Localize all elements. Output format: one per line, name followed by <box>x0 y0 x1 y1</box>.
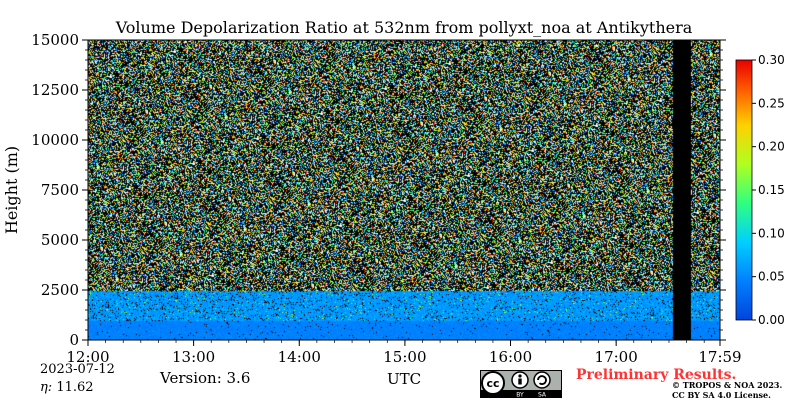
y-axis-label: Height (m) <box>2 146 21 234</box>
cc-sa-text: SA <box>538 391 547 398</box>
cc-by-text: BY <box>516 391 524 398</box>
colorbar-tick-label: 0.10 <box>758 226 785 240</box>
plot-area <box>87 39 721 341</box>
svg-text:cc: cc <box>486 377 499 390</box>
x-tick-label: 13:00 <box>172 348 215 366</box>
colorbar-gradient <box>735 59 753 321</box>
eta-value: 11.62 <box>56 380 94 395</box>
y-axis: 0 2500 5000 7500 10000 12500 15000 <box>31 31 726 349</box>
x-tick-label: 16:00 <box>489 348 532 366</box>
y-tick-label: 5000 <box>41 231 79 249</box>
copyright-line-2: CC BY SA 4.0 License. <box>672 390 771 400</box>
x-axis: 12:00 13:00 14:00 15:00 16:00 17:00 17:59 <box>66 340 742 366</box>
preliminary-notice: Preliminary Results. <box>576 368 736 383</box>
colorbar-tick-label: 0.30 <box>758 53 785 67</box>
eta-readout: η: 11.62 <box>40 380 94 395</box>
copyright-line-1: © TROPOS & NOA 2023. <box>672 380 783 390</box>
x-tick-label: 12:00 <box>66 348 109 366</box>
y-tick-label: 7500 <box>41 181 79 199</box>
colorbar-tick-label: 0.00 <box>758 313 785 327</box>
y-tick-label: 15000 <box>31 31 79 49</box>
x-tick-label: 15:00 <box>383 348 426 366</box>
y-tick-label: 2500 <box>41 281 79 299</box>
colorbar: 0.00 0.05 0.10 0.15 0.20 0.25 0.30 <box>735 53 785 327</box>
x-tick-label: 14:00 <box>278 348 321 366</box>
version-label: Version: 3.6 <box>160 369 251 387</box>
colorbar-tick-label: 0.05 <box>758 270 785 284</box>
chart-title: Volume Depolarization Ratio at 532nm fro… <box>115 18 693 37</box>
copyright-notice: © TROPOS & NOA 2023. CC BY SA 4.0 Licens… <box>672 380 782 400</box>
cc-license-logo: cc BY SA <box>480 370 562 398</box>
eta-symbol: η: <box>40 380 53 395</box>
colorbar-tick-label: 0.25 <box>758 96 785 110</box>
x-tick-label: 17:00 <box>595 348 638 366</box>
date-label: 2023-07-12 <box>40 362 115 377</box>
colorbar-tick-label: 0.15 <box>758 183 785 197</box>
y-tick-label: 10000 <box>31 131 79 149</box>
heatmap-image <box>88 40 720 340</box>
preliminary-text: Preliminary Results. <box>576 367 737 383</box>
colorbar-tick-label: 0.20 <box>758 140 785 154</box>
y-tick-label: 0 <box>69 331 79 349</box>
y-tick-label: 12500 <box>31 81 79 99</box>
x-axis-label: UTC <box>387 370 421 388</box>
x-tick-label: 17:59 <box>698 348 741 366</box>
